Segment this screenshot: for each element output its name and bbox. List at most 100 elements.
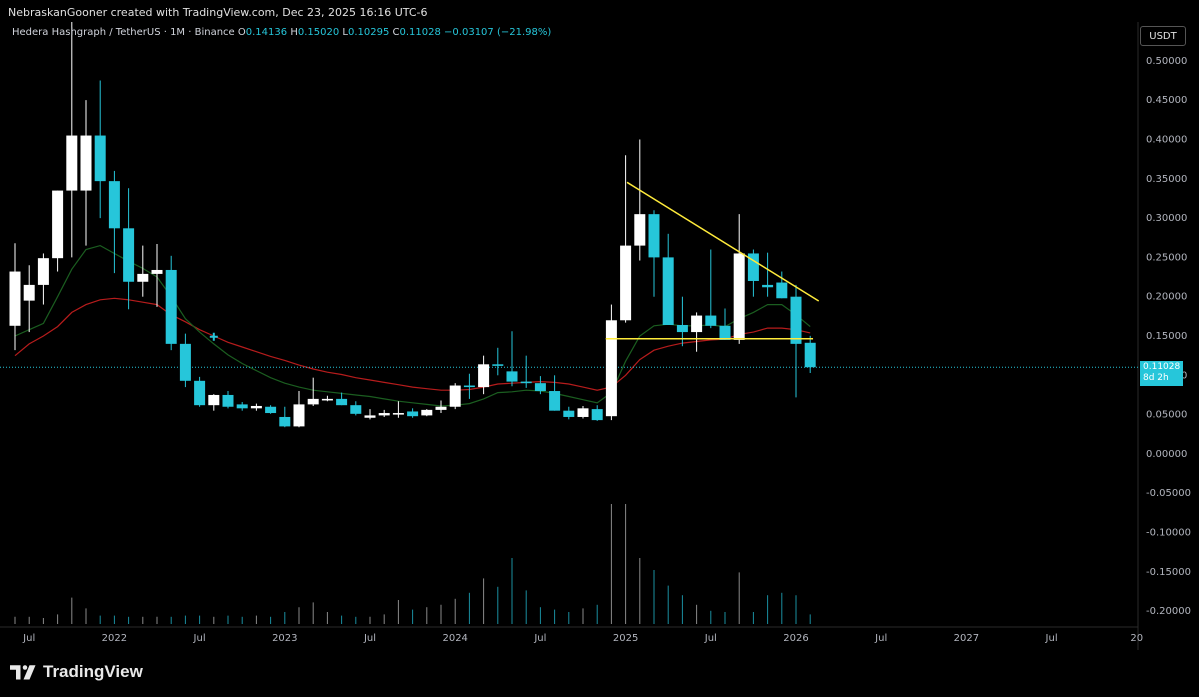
x-tick-label: Jul [874,633,887,644]
y-tick-label: -0.20000 [1146,606,1191,617]
candle-body [790,296,802,344]
candle-body [307,398,319,405]
candle-body [534,383,546,392]
low-key: L [342,27,348,38]
y-tick-label: 0.35000 [1146,174,1187,185]
candle-body [94,135,106,182]
y-tick-label: -0.05000 [1146,488,1191,499]
candle-body [449,385,461,407]
descending-trendline [626,181,820,302]
change-value: −0.03107 (−21.98%) [444,27,552,38]
candle-body [265,406,277,414]
candle-body [108,181,120,229]
chart-frame[interactable]: 0.50000 0.45000 0.40000 0.35000 0.30000 0.250… [0,22,1199,650]
y-tick-label: 0.15000 [1146,331,1187,342]
candle-body [66,135,78,191]
close-value: 0.11028 [399,27,441,38]
candle-body [634,214,646,246]
cross-marker [209,332,218,341]
candle-body [691,315,703,333]
symbol-legend[interactable]: Hedera Hashgraph / TetherUS · 1M · Binan… [12,27,551,38]
x-tick-label: Jul [363,633,376,644]
y-tick-label: 0.25000 [1146,252,1187,263]
candle-body [321,398,333,401]
candle-body [9,271,21,326]
candle-body [137,273,149,282]
candle-body [492,364,504,366]
candle-body [577,408,589,417]
symbol-title[interactable]: Hedera Hashgraph / TetherUS · 1M · Binan… [12,27,235,38]
open-key: O [237,27,246,38]
candle-body [52,190,64,259]
low-value: 0.10295 [347,27,390,38]
y-tick-label: 0.40000 [1146,134,1187,145]
candle-body [364,415,376,418]
x-tick-label: 2027 [954,633,979,644]
candle-body [407,411,419,417]
tradingview-logo-icon [10,665,36,680]
candle-body [549,391,561,411]
candle-body [250,405,262,409]
candle-body [208,394,220,406]
candlestick-chart[interactable]: 0.50000 0.45000 0.40000 0.35000 0.30000 0.250… [0,22,1199,650]
footer-bar [0,650,1199,697]
x-tick-label: Jul [22,633,35,644]
x-tick-label: 20 [1130,633,1143,644]
candle-body [165,269,177,344]
ema-slow-line [14,297,811,391]
candle-body [37,258,49,285]
currency-button[interactable]: USDT [1140,26,1186,46]
ema-fast-line [14,244,811,407]
candle-body [435,406,447,410]
bar-countdown: 8d 2h [1143,373,1169,383]
x-tick-label: 2022 [102,633,127,644]
candle-body [733,253,745,340]
candle-body [506,371,518,382]
candle-body [392,413,404,415]
candle-body [747,253,759,281]
candle-body [478,364,490,388]
candle-body [123,228,135,282]
candle-body [336,398,348,406]
candle-body [194,380,206,406]
y-tick-label: -0.15000 [1146,567,1191,578]
candle-body [151,269,163,274]
tradingview-wordmark: TradingView [43,662,143,681]
x-tick-label: 2026 [783,633,808,644]
candle-body [591,409,603,421]
candle-body [620,245,632,321]
x-tick-label: Jul [1045,633,1058,644]
top-bar: NebraskanGooner created with TradingView… [0,0,1199,22]
candle-body [279,416,291,427]
candle-body [804,342,816,368]
candle-body [520,381,532,384]
candle-body [222,394,234,407]
candle-body [378,413,390,416]
candle-body [350,405,362,414]
tradingview-logo[interactable]: TradingView [10,662,143,682]
y-tick-label: 0.30000 [1146,213,1187,224]
y-tick-label: 0.50000 [1146,56,1187,67]
candle-body [705,315,717,326]
y-tick-label: 0.45000 [1146,95,1187,106]
y-tick-label: -0.10000 [1146,528,1191,539]
candle-body [563,410,575,417]
candle-body [179,343,191,381]
x-tick-label: 2023 [272,633,297,644]
candle-body [236,404,248,409]
y-tick-label: 0.05000 [1146,410,1187,421]
candle-body [293,404,305,427]
last-price-value: 0.11028 [1143,362,1181,372]
x-tick-label: 2024 [442,633,467,644]
high-key: H [290,27,298,38]
candle-body [676,324,688,333]
candle-body [463,385,475,388]
candle-body [719,325,731,340]
x-tick-label: Jul [704,633,717,644]
high-value: 0.15020 [297,27,340,38]
y-tick-label: 0.20000 [1146,292,1187,303]
open-value: 0.14136 [245,27,288,38]
candle-body [648,214,660,258]
candle-body [23,284,35,301]
x-tick-label: Jul [533,633,546,644]
